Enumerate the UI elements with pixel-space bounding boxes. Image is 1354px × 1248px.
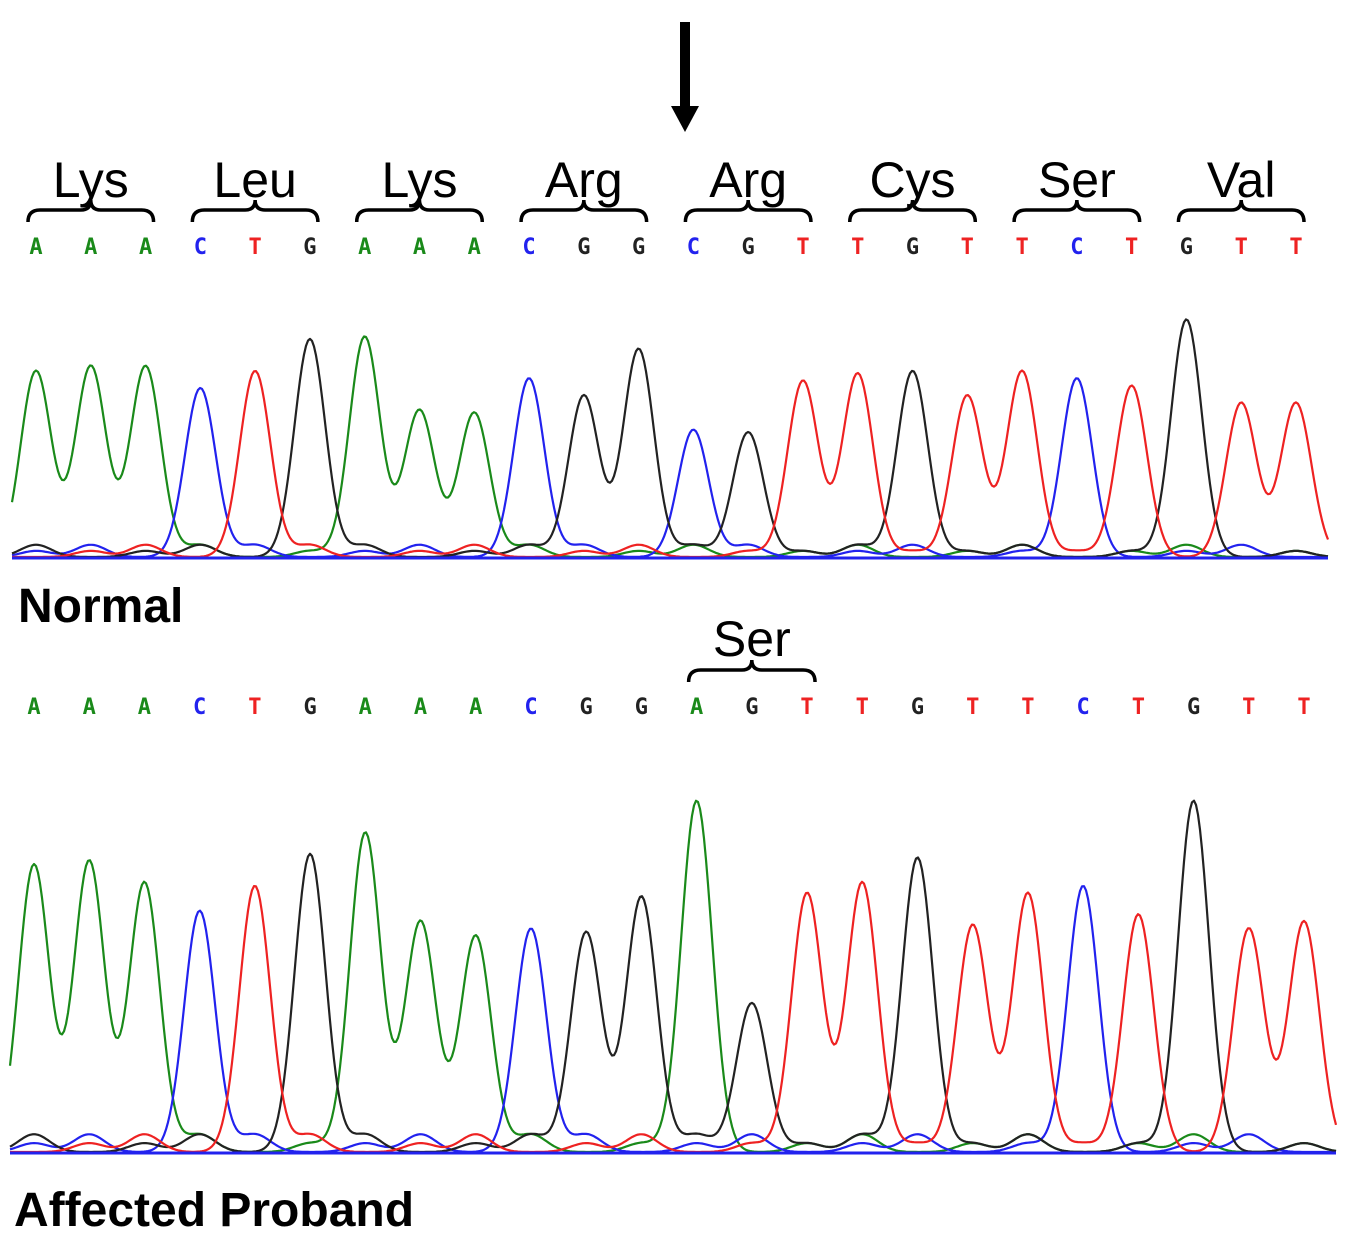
codon-bracket bbox=[26, 199, 156, 223]
codon-bracket bbox=[1176, 199, 1306, 223]
base-call-letter: T bbox=[1125, 235, 1138, 260]
amino-acid-label: Arg bbox=[709, 152, 787, 208]
base-call-letter: T bbox=[851, 235, 864, 260]
trace-c bbox=[11, 377, 1328, 559]
base-call-letter: A bbox=[83, 695, 96, 720]
codon-bracket bbox=[686, 659, 817, 683]
normal-panel: A A A C T G A A A C G G C G T T G T T C T G T T Lys Leu Lys Arg Arg C… bbox=[10, 152, 1330, 560]
base-call-letter: C bbox=[1077, 695, 1090, 720]
base-call-letter: C bbox=[194, 235, 207, 260]
base-call-letter: T bbox=[249, 235, 262, 260]
base-call-letter: G bbox=[635, 695, 648, 720]
base-call-letter: T bbox=[1289, 235, 1302, 260]
codon-bracket bbox=[1012, 199, 1142, 223]
amino-acid-label: Arg bbox=[545, 152, 623, 208]
codon-bracket bbox=[354, 199, 485, 223]
amino-acid-label: Leu bbox=[213, 152, 296, 208]
base-call-letter: G bbox=[745, 695, 758, 720]
amino-acid-label: Val bbox=[1207, 152, 1276, 208]
trace-a bbox=[8, 799, 1337, 1154]
base-call-letter: C bbox=[1070, 235, 1083, 260]
base-call-letter: A bbox=[84, 235, 97, 260]
base-call-letter: G bbox=[742, 235, 755, 260]
codon-bracket bbox=[190, 199, 320, 223]
base-call-letter: T bbox=[1015, 235, 1028, 260]
base-call-letter: A bbox=[138, 695, 151, 720]
normal-label: Normal bbox=[18, 580, 183, 633]
base-call-letter: A bbox=[29, 235, 42, 260]
proband-panel: A A A C T G A A A C G G A G T T G T T C T G T T Ser bbox=[8, 611, 1338, 1155]
base-call-letter: T bbox=[796, 235, 809, 260]
base-call-letter: A bbox=[27, 695, 40, 720]
amino-acid-label: Ser bbox=[1038, 152, 1116, 208]
base-call-letter: T bbox=[1132, 695, 1145, 720]
base-call-letter: A bbox=[359, 695, 372, 720]
proband-label: Affected Proband bbox=[14, 1184, 414, 1237]
base-call-letter: G bbox=[1180, 235, 1193, 260]
base-call-letter: A bbox=[413, 235, 426, 260]
codon-bracket bbox=[683, 199, 813, 223]
amino-acid-label: Lys bbox=[53, 152, 129, 208]
trace-t bbox=[12, 369, 1330, 559]
base-call-letter: T bbox=[856, 695, 869, 720]
trace-g bbox=[11, 318, 1329, 559]
base-call-letter: C bbox=[193, 695, 206, 720]
amino-acid-label: Cys bbox=[869, 152, 955, 208]
base-call-letter: A bbox=[469, 695, 482, 720]
base-call-letter: T bbox=[1021, 695, 1034, 720]
base-call-letter: A bbox=[468, 235, 481, 260]
base-call-letter: T bbox=[961, 235, 974, 260]
codon-bracket bbox=[847, 199, 978, 223]
base-call-letter: T bbox=[1242, 695, 1255, 720]
trace-t bbox=[10, 880, 1338, 1154]
trace-g bbox=[9, 799, 1337, 1154]
amino-acid-label: Lys bbox=[382, 152, 458, 208]
base-call-letter: G bbox=[577, 235, 590, 260]
base-call-letter: T bbox=[966, 695, 979, 720]
amino-acid-label: Ser bbox=[713, 611, 791, 667]
base-call-letter: A bbox=[139, 235, 152, 260]
base-call-letter: C bbox=[522, 235, 535, 260]
down-arrow-icon bbox=[671, 22, 699, 132]
base-call-letter: G bbox=[303, 235, 316, 260]
base-call-letter: G bbox=[303, 695, 316, 720]
base-call-letter: C bbox=[687, 235, 700, 260]
base-call-letter: C bbox=[524, 695, 537, 720]
base-call-letter: G bbox=[1187, 695, 1200, 720]
base-call-letter: G bbox=[580, 695, 593, 720]
base-call-letter: T bbox=[800, 695, 813, 720]
base-call-letter: A bbox=[414, 695, 427, 720]
base-call-letter: T bbox=[1235, 235, 1248, 260]
base-call-letter: G bbox=[911, 695, 924, 720]
base-call-letter: G bbox=[906, 235, 919, 260]
base-call-letter: A bbox=[690, 695, 703, 720]
base-call-letter: A bbox=[358, 235, 371, 260]
base-call-letter: T bbox=[1297, 695, 1310, 720]
codon-bracket bbox=[519, 199, 649, 223]
base-call-letter: G bbox=[632, 235, 645, 260]
base-call-letter: T bbox=[248, 695, 261, 720]
